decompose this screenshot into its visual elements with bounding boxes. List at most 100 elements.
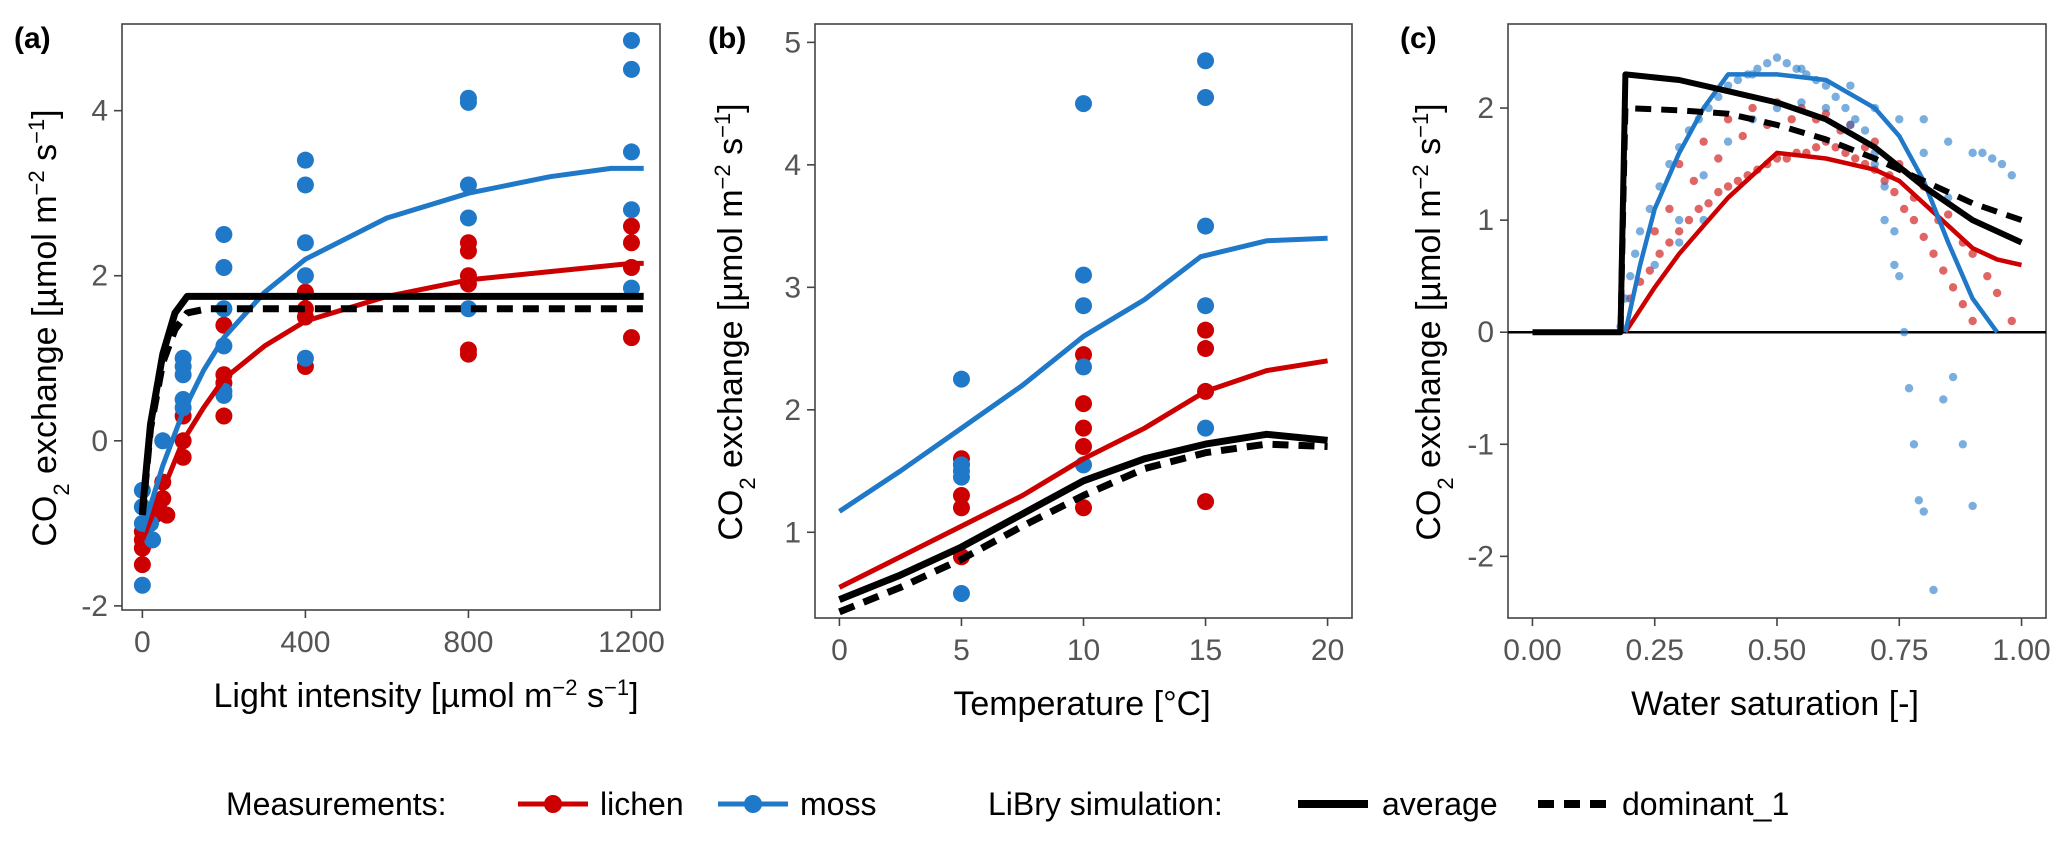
moss-point [1904,384,1914,393]
moss-fit-line [838,235,1328,514]
lichen-point [1699,137,1708,146]
x-tick-label: 1200 [598,626,665,659]
panel-c-ylabel: CO2 exchange [µmol m−2 s−1] [1408,103,1458,540]
lichen-fit-line [1623,150,2023,334]
lichen-point [1665,204,1674,214]
moss-point [1197,419,1215,437]
x-tick-label: 0 [134,626,151,659]
panel-b-xlabel: Temperature [°C] [953,685,1210,723]
moss-point [1919,507,1928,516]
x-tick-label: 0.75 [1870,634,1928,667]
moss-point [622,201,640,219]
moss-point [459,209,477,227]
lichen-point [1684,215,1694,225]
lichen-point [1811,143,1821,152]
panel-c-ticks: 0.00 0.25 0.50 0.75 1.00 -2 -1 0 1 2 [1467,92,2050,667]
moss-point [1968,501,1977,511]
moss-point [1914,496,1924,505]
moss-point [1075,358,1092,376]
panel-c-xlabel: Water saturation [-] [1631,685,1919,723]
moss-point [1797,98,1806,107]
lichen-point [1655,249,1664,258]
lichen-point [1674,227,1684,236]
y-tick-label: 2 [784,394,801,427]
panel-c-plot [1508,53,2046,595]
panel-b-frame [814,23,1353,619]
moss-point [1075,95,1092,113]
lichen-point [1968,249,1977,258]
y-tick-label: 0 [1477,316,1494,349]
legend-dominant-label: dominant_1 [1622,786,1789,822]
moss-fit-line [1623,72,1999,334]
lichen-point [1075,395,1092,413]
moss-point [1895,271,1904,281]
y-tick-label: -2 [1467,540,1494,573]
legend-lichen-marker [544,795,562,813]
y-tick-label: -2 [81,590,108,623]
lichen-point [215,407,233,425]
x-tick-label: 800 [443,626,493,659]
x-tick-label: 1.00 [1992,634,2050,667]
panel-c-letter: (c) [1400,22,1437,55]
panel-a-plot [133,32,644,594]
panel-a-ticks: 0 400 800 1200 -2 0 2 4 [81,95,665,659]
moss-point [459,176,477,194]
moss-point [296,267,314,285]
moss-point [1919,115,1928,124]
moss-point [296,349,314,367]
moss-point [459,89,477,107]
moss-point [1851,115,1860,124]
legend-average-label: average [1382,786,1498,822]
moss-point [1948,372,1958,382]
moss-point [1919,148,1928,158]
moss-point [1895,115,1904,124]
moss-point [1723,137,1733,146]
lichen-point [1748,103,1757,113]
legend-moss-marker [744,795,762,813]
panel-b-letter: (b) [708,22,746,55]
x-tick-label: 400 [280,626,330,659]
lichen-point [952,499,970,517]
y-tick-label: 2 [1477,92,1494,125]
panel-b-ticks: 0 5 10 15 20 1 2 3 4 5 [784,26,1344,667]
moss-point [1674,238,1684,247]
x-tick-label: 0 [831,634,848,667]
lichen-point [1787,115,1796,124]
moss-point [174,349,192,367]
lichen-point [1650,227,1659,236]
moss-point [1197,52,1215,70]
moss-point [1968,148,1977,158]
moss-point [1626,271,1635,281]
moss-point [215,258,233,276]
x-tick-label: 15 [1189,634,1222,667]
lichen-point [1909,215,1919,225]
moss-point [1899,328,1909,337]
moss-point [1846,81,1855,90]
dominant-1-sim-line [838,440,1328,616]
lichen-point [1197,340,1215,358]
moss-point [1841,103,1850,113]
lichen-point [1714,187,1723,197]
lichen-point [622,234,640,252]
y-tick-label: 2 [91,260,108,293]
panel-a-ylabel: CO2 exchange [µmol m−2 s−1] [24,109,74,546]
lichen-point [1733,176,1743,186]
lichen-point [1075,346,1092,364]
moss-point [1753,64,1762,74]
lichen-point [1948,283,1958,292]
lichen-point [296,300,314,318]
y-tick-label: 3 [784,271,801,304]
moss-point [1860,126,1870,135]
moss-point [1890,260,1899,270]
y-tick-label: 5 [784,26,801,59]
moss-point [952,456,970,474]
moss-point [1630,249,1640,258]
lichen-point [1890,187,1899,197]
moss-point [1821,103,1831,113]
moss-point [133,576,151,594]
x-tick-label: 20 [1311,634,1344,667]
moss-point [1997,159,2007,169]
moss-point [622,60,640,78]
